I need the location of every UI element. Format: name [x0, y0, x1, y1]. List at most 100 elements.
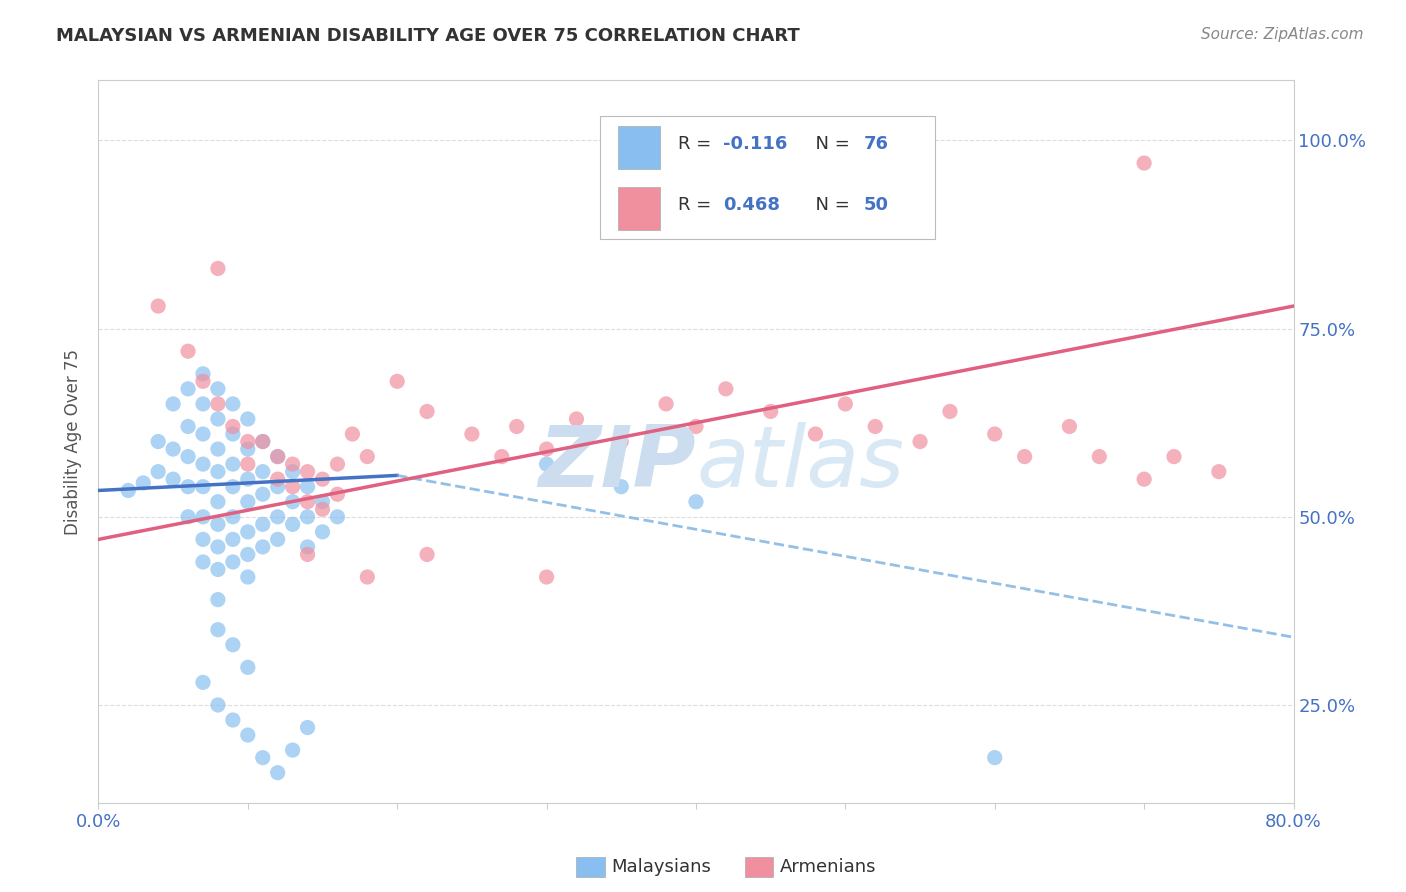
Point	[222, 427, 245, 442]
Point	[610, 480, 633, 494]
Point	[326, 487, 349, 501]
Point	[939, 404, 962, 418]
Point	[191, 555, 214, 569]
Point	[834, 397, 856, 411]
Point	[236, 434, 259, 449]
Point	[416, 548, 439, 562]
Point	[536, 570, 558, 584]
Text: 50: 50	[863, 196, 889, 214]
Point	[267, 765, 290, 780]
Point	[908, 434, 931, 449]
Point	[491, 450, 513, 464]
Point	[252, 540, 274, 554]
Point	[207, 494, 229, 508]
Point	[655, 397, 678, 411]
Point	[236, 548, 259, 562]
Point	[252, 465, 274, 479]
Point	[207, 382, 229, 396]
Point	[356, 570, 378, 584]
Text: Source: ZipAtlas.com: Source: ZipAtlas.com	[1201, 27, 1364, 42]
Point	[207, 698, 229, 712]
Text: R =: R =	[678, 135, 717, 153]
Point	[984, 750, 1007, 764]
Text: atlas: atlas	[696, 422, 904, 505]
Point	[207, 562, 229, 576]
Point	[207, 623, 229, 637]
Text: Armenians: Armenians	[780, 858, 877, 876]
Point	[267, 480, 290, 494]
Point	[236, 412, 259, 426]
Text: R =: R =	[678, 196, 717, 214]
Point	[207, 592, 229, 607]
Point	[222, 713, 245, 727]
Point	[281, 494, 304, 508]
Point	[236, 494, 259, 508]
Point	[207, 412, 229, 426]
Point	[297, 721, 319, 735]
Point	[148, 299, 170, 313]
Text: N =: N =	[804, 196, 855, 214]
Point	[162, 397, 184, 411]
Point	[281, 517, 304, 532]
Point	[685, 419, 707, 434]
Point	[191, 397, 214, 411]
Point	[191, 675, 214, 690]
Point	[1133, 472, 1156, 486]
Point	[1088, 450, 1111, 464]
Point	[191, 457, 214, 471]
Point	[236, 472, 259, 486]
Point	[281, 465, 304, 479]
Point	[177, 480, 200, 494]
Point	[356, 450, 378, 464]
Point	[222, 638, 245, 652]
Point	[759, 404, 782, 418]
Point	[461, 427, 484, 442]
Point	[685, 494, 707, 508]
Point	[297, 509, 319, 524]
Point	[252, 517, 274, 532]
Point	[222, 397, 245, 411]
Point	[565, 412, 588, 426]
Point	[1059, 419, 1081, 434]
Point	[297, 480, 319, 494]
Point	[236, 442, 259, 456]
Point	[207, 517, 229, 532]
Point	[222, 457, 245, 471]
Point	[297, 548, 319, 562]
Point	[311, 524, 333, 539]
Text: Malaysians: Malaysians	[612, 858, 711, 876]
Point	[162, 472, 184, 486]
Point	[1133, 156, 1156, 170]
Point	[236, 570, 259, 584]
FancyBboxPatch shape	[619, 187, 661, 230]
Text: N =: N =	[804, 135, 855, 153]
Point	[236, 660, 259, 674]
Text: 76: 76	[863, 135, 889, 153]
Point	[222, 533, 245, 547]
Point	[610, 434, 633, 449]
Point	[191, 375, 214, 389]
Point	[281, 743, 304, 757]
Point	[1208, 465, 1230, 479]
Point	[1163, 450, 1185, 464]
Point	[267, 509, 290, 524]
Point	[207, 465, 229, 479]
Point	[984, 427, 1007, 442]
Point	[191, 367, 214, 381]
Text: -0.116: -0.116	[724, 135, 787, 153]
Point	[207, 442, 229, 456]
Point	[267, 450, 290, 464]
Point	[148, 434, 170, 449]
Point	[385, 375, 409, 389]
Point	[1014, 450, 1036, 464]
Point	[267, 450, 290, 464]
Point	[252, 434, 274, 449]
Point	[326, 509, 349, 524]
Point	[191, 427, 214, 442]
Point	[865, 419, 887, 434]
Point	[177, 419, 200, 434]
Point	[222, 480, 245, 494]
Point	[267, 533, 290, 547]
Point	[236, 457, 259, 471]
Point	[191, 509, 214, 524]
